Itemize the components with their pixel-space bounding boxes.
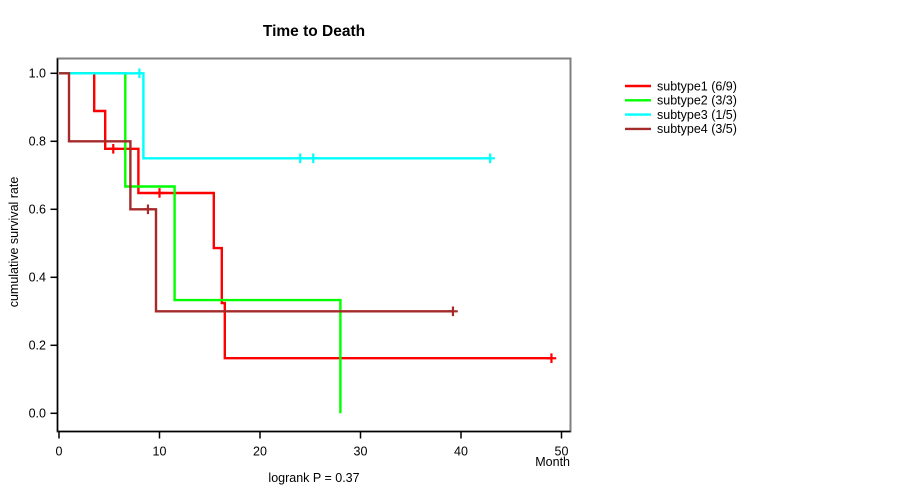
km-curve-subtype4 bbox=[59, 72, 453, 313]
censor-mark-subtype3 bbox=[295, 153, 305, 164]
km-curve-subtype3 bbox=[59, 72, 491, 160]
x-tick-label: 30 bbox=[354, 445, 368, 459]
y-tick-label: 0.2 bbox=[29, 339, 46, 353]
censor-mark-subtype3 bbox=[134, 68, 145, 79]
y-tick-label: 0.8 bbox=[29, 135, 46, 149]
censor-mark-subtype3 bbox=[485, 153, 495, 164]
censor-mark-subtype1 bbox=[546, 353, 557, 364]
x-tick-label: 10 bbox=[153, 445, 167, 459]
censor-mark-subtype1 bbox=[108, 143, 119, 154]
y-tick-label: 0.6 bbox=[29, 203, 46, 217]
y-tick-label: 1.0 bbox=[29, 67, 46, 81]
x-tick-label: 20 bbox=[253, 445, 267, 459]
survival-curves bbox=[59, 68, 557, 414]
x-tick-label: 40 bbox=[454, 445, 468, 459]
censor-mark-subtype4 bbox=[143, 204, 153, 215]
x-tick-label: 50 bbox=[555, 445, 569, 459]
y-tick-label: 0.0 bbox=[29, 407, 46, 421]
legend-label-subtype4: subtype4 (3/5) bbox=[657, 122, 737, 136]
censor-mark-subtype1 bbox=[154, 188, 165, 198]
legend-label-subtype2: subtype2 (3/3) bbox=[657, 94, 737, 108]
y-tick-label: 0.4 bbox=[29, 271, 46, 285]
legend-label-subtype1: subtype1 (6/9) bbox=[657, 79, 737, 93]
y-axis-title: cumulative survival rate bbox=[7, 177, 21, 308]
logrank-annotation: logrank P = 0.37 bbox=[268, 471, 359, 485]
censor-mark-subtype4 bbox=[448, 306, 458, 317]
censor-mark-subtype3 bbox=[308, 153, 319, 164]
km-curve-subtype1 bbox=[59, 72, 552, 360]
x-axis-title: Month bbox=[535, 455, 570, 469]
chart-title: Time to Death bbox=[263, 23, 365, 40]
plot-area-frame bbox=[56, 57, 572, 433]
km-curve-subtype2 bbox=[59, 72, 342, 414]
axis-ticks: 0 10 20 30 40 50 1.0 0.8 0.6 0.4 0.2 0.0 bbox=[29, 67, 569, 459]
x-tick-label: 0 bbox=[56, 445, 63, 459]
legend-label-subtype3: subtype3 (1/5) bbox=[657, 108, 737, 122]
legend: subtype1 (6/9)subtype2 (3/3)subtype3 (1/… bbox=[625, 79, 737, 136]
